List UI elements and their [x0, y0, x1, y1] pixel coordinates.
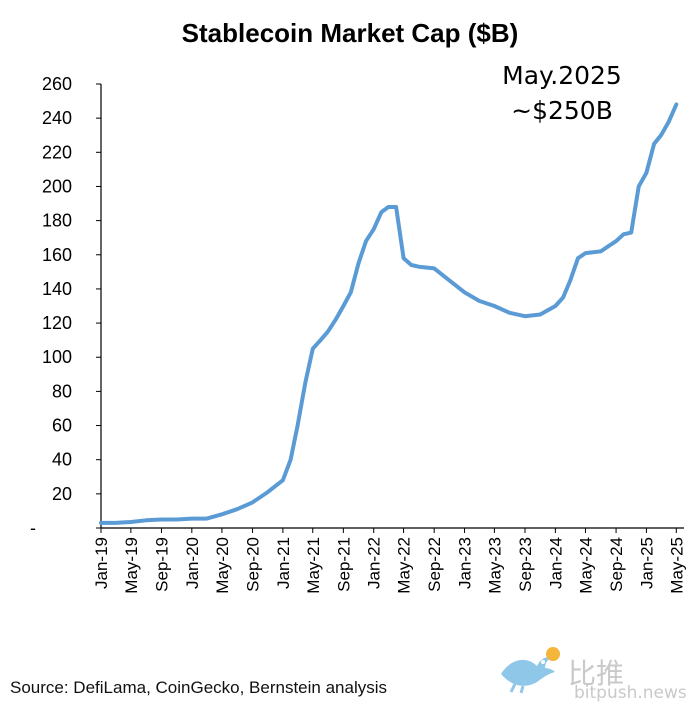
chart-title: Stablecoin Market Cap ($B) [181, 18, 519, 48]
y-tick-label: 180 [42, 211, 72, 231]
y-tick-label: - [30, 518, 36, 538]
x-tick-label: Sep-22 [425, 537, 444, 592]
x-tick-label: Jan-19 [92, 537, 111, 589]
plot-area [99, 102, 679, 525]
x-tick-label: Jan-20 [183, 537, 202, 589]
y-tick-label: 100 [42, 347, 72, 367]
y-tick-label: 20 [52, 484, 72, 504]
y-axis-ticks: -20 40 60 80 100 120 140 160 180 200 220 240 260 [30, 74, 101, 538]
y-tick-label: 220 [42, 142, 72, 162]
x-tick-label: May-23 [485, 537, 504, 594]
y-tick-label: 260 [42, 74, 72, 94]
x-tick-label: Jan-25 [637, 537, 656, 589]
x-axis-ticks: Jan-19 May-19 Sep-19 Jan-20 May-20 Sep-20 Jan-… [92, 528, 686, 594]
chart-annotation: May.2025 ~$250B [462, 58, 662, 128]
y-tick-label: 60 [52, 416, 72, 436]
y-tick-label: 160 [42, 245, 72, 265]
x-tick-label: May-24 [576, 537, 595, 594]
source-note: Source: DefiLama, CoinGecko, Bernstein a… [10, 678, 388, 697]
x-tick-label: Sep-20 [244, 537, 263, 592]
x-tick-label: Jan-21 [274, 537, 293, 589]
x-tick-label: Jan-22 [365, 537, 384, 589]
watermark-text: 比推 [568, 657, 625, 690]
y-tick-label: 40 [52, 450, 72, 470]
y-tick-label: 240 [42, 108, 72, 128]
y-tick-label: 80 [52, 381, 72, 401]
x-tick-label: May-20 [213, 537, 232, 594]
x-tick-label: May-25 [667, 537, 686, 594]
x-tick-label: Sep-24 [607, 537, 626, 592]
x-tick-label: Jan-23 [456, 537, 475, 589]
bird-icon [501, 647, 560, 694]
x-tick-label: Jan-24 [546, 537, 565, 589]
x-tick-label: May-22 [395, 537, 414, 594]
x-tick-label: Sep-21 [334, 537, 353, 592]
annotation-date: May.2025 [502, 61, 622, 90]
chart-axes [100, 84, 684, 529]
series-line [99, 102, 679, 525]
y-tick-label: 140 [42, 279, 72, 299]
x-tick-label: May-21 [304, 537, 323, 594]
y-tick-label: 200 [42, 176, 72, 196]
x-tick-label: Sep-19 [152, 537, 171, 592]
watermark-site: bitpush.news [574, 683, 687, 703]
x-tick-label: Sep-23 [516, 537, 535, 592]
x-tick-label: May-19 [122, 537, 141, 594]
y-tick-label: 120 [42, 313, 72, 333]
annotation-value: ~$250B [511, 96, 613, 125]
